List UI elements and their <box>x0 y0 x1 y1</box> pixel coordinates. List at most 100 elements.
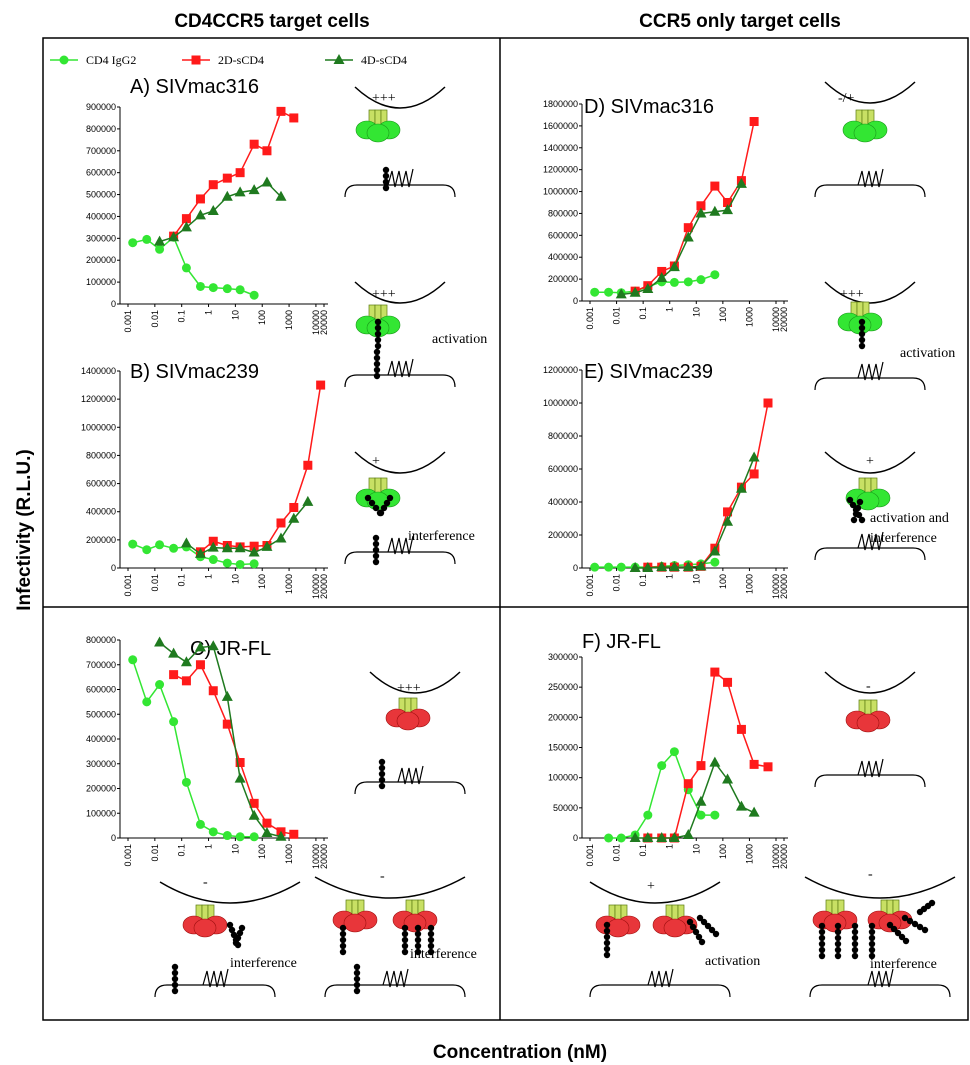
marker <box>316 380 326 390</box>
x-tick-label: 1 <box>665 844 675 849</box>
marker <box>249 290 259 300</box>
marker <box>763 762 773 772</box>
annotation: - <box>203 875 208 890</box>
marker <box>696 201 706 211</box>
scd4-bead <box>894 929 902 937</box>
x-tick-label: 1 <box>665 307 675 312</box>
x-tick-label: 1000 <box>284 844 294 864</box>
y-tick-label: 800000 <box>86 635 116 645</box>
env-stem <box>374 477 382 495</box>
y-tick-label: 1400000 <box>543 143 578 153</box>
marker <box>289 502 299 512</box>
scd4-bead <box>401 936 409 944</box>
scd4-bead <box>851 940 859 948</box>
scd4-bead <box>171 975 179 983</box>
marker <box>248 546 260 557</box>
x-tick-label: 10 <box>230 574 240 584</box>
marker <box>234 186 246 197</box>
marker <box>261 827 273 838</box>
y-tick-label: 1200000 <box>81 394 116 404</box>
marker <box>736 724 746 734</box>
scd4-bead <box>378 758 386 766</box>
env-blob <box>396 711 420 731</box>
marker <box>222 831 232 841</box>
scd4-bead <box>858 336 866 344</box>
annotation: +++ <box>372 91 396 106</box>
x-tick-label: 0.1 <box>177 844 187 857</box>
env-stem <box>411 899 419 917</box>
series-line <box>159 641 282 838</box>
scd4-bead <box>171 963 179 971</box>
series-line <box>132 235 255 296</box>
series-line <box>185 501 309 555</box>
x-tick-label: 20000 <box>319 844 329 869</box>
membrane <box>159 881 301 904</box>
marker <box>181 676 191 686</box>
marker <box>207 204 219 215</box>
scd4-bead <box>374 342 382 350</box>
marker <box>180 656 192 667</box>
x-tick-label: 0.01 <box>150 844 160 862</box>
y-tick-label: 600000 <box>86 685 116 695</box>
scd4-bead <box>401 942 409 950</box>
scd4-bead <box>374 330 382 338</box>
marker <box>642 282 654 293</box>
marker <box>682 828 694 839</box>
marker <box>222 284 232 294</box>
y-axis-label: Infectivity (R.L.U.) <box>14 449 35 611</box>
scd4-bead <box>858 330 866 338</box>
marker <box>249 541 259 551</box>
receptor <box>344 374 456 388</box>
marker <box>262 818 272 828</box>
membrane <box>354 86 446 109</box>
env-stem <box>671 904 679 922</box>
y-tick-label: 1800000 <box>543 99 578 109</box>
x-tick-label: 20000 <box>319 310 329 335</box>
env-blob <box>343 913 367 933</box>
legend-label: 2D-sCD4 <box>218 53 264 67</box>
marker <box>142 545 152 555</box>
x-tick-label: 0.001 <box>123 844 133 867</box>
x-tick-label: 0.001 <box>123 310 133 333</box>
receptor <box>814 774 926 788</box>
marker <box>169 717 179 727</box>
env-stem <box>404 697 412 715</box>
env-stem <box>201 904 209 922</box>
marker <box>748 451 760 462</box>
x-tick-label: 0.001 <box>585 307 595 330</box>
x-tick-label: 100 <box>257 844 267 859</box>
marker <box>222 173 232 183</box>
scd4-bead <box>890 925 898 933</box>
marker <box>735 177 747 188</box>
membrane <box>314 876 466 899</box>
x-tick-label: 100 <box>257 574 267 589</box>
marker <box>261 176 273 187</box>
scd4-bead <box>704 922 712 930</box>
y-tick-label: 600000 <box>86 168 116 178</box>
scd4-bead <box>689 923 697 931</box>
scd4-bead <box>386 494 394 502</box>
scd4-bead <box>427 930 435 938</box>
membrane <box>804 876 956 899</box>
scd4-bead <box>851 922 859 930</box>
marker <box>590 562 600 572</box>
scd4-bead <box>898 933 906 941</box>
y-tick-label: 900000 <box>86 102 116 112</box>
scd4-bead <box>427 924 435 932</box>
y-tick-label: 1200000 <box>543 365 578 375</box>
marker <box>710 667 720 677</box>
marker <box>195 194 205 204</box>
y-tick-label: 400000 <box>86 507 116 517</box>
env-stem <box>374 304 382 322</box>
coreceptor <box>857 361 884 381</box>
x-tick-label: 20000 <box>319 574 329 599</box>
y-tick-label: 1600000 <box>543 121 578 131</box>
marker <box>656 832 668 842</box>
scd4-bead <box>834 934 842 942</box>
marker <box>195 281 205 291</box>
membrane <box>354 281 446 304</box>
marker <box>248 809 260 820</box>
marker <box>249 798 259 808</box>
scd4-bead <box>916 923 924 931</box>
